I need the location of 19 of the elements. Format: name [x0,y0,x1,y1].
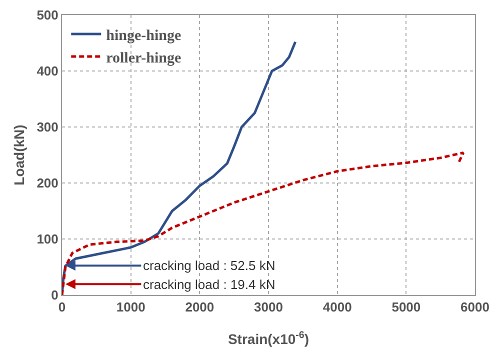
x-tick-label: 3000 [254,300,283,315]
x-tick-label: 4000 [322,300,352,315]
annotation: cracking load : 19.4 kN [143,277,276,292]
y-tick-label: 500 [36,8,58,23]
y-tick-label: 300 [36,120,58,135]
y-tick-label: 0 [51,288,58,303]
x-tick-label: 6000 [460,300,490,315]
x-tick-label: 1000 [116,300,146,315]
legend-label: roller-hinge [106,50,182,66]
y-axis-title: Load(kN) [11,124,27,186]
line-series [62,152,465,295]
y-tick-label: 100 [36,232,58,247]
y-tick-label: 200 [36,176,58,191]
legend-label: hinge-hinge [106,28,182,44]
x-tick-label: 2000 [185,300,214,315]
y-tick-label: 400 [36,64,58,79]
x-axis-title: Strain(x10$^{-6}$) [228,330,310,347]
annotation: cracking load : 52.5 kN [143,258,276,273]
x-tick-label: 5000 [392,300,421,315]
